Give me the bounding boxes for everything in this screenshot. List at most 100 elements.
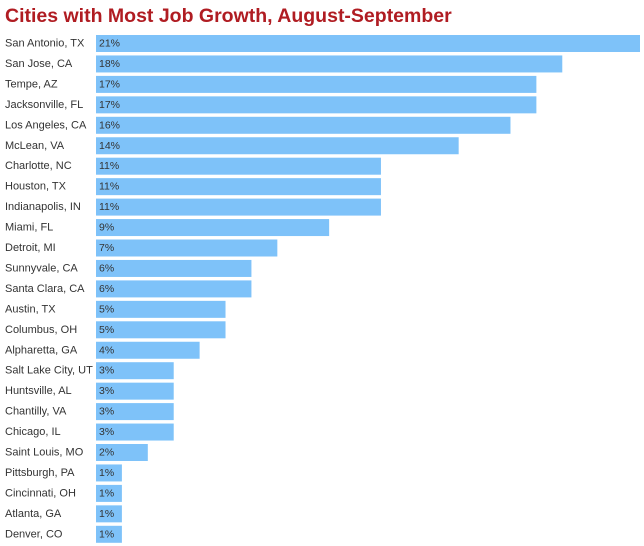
bar-row: Jacksonville, FL 17%: [5, 96, 537, 114]
category-label: San Jose, CA: [5, 58, 73, 70]
bar-row: Saint Louis, MO 2%: [5, 444, 148, 461]
category-label: Chicago, IL: [5, 426, 61, 438]
bar-row: Charlotte, NC 11%: [5, 157, 381, 175]
value-label: 3%: [99, 426, 114, 438]
bar-row: Alpharetta, GA 4%: [5, 341, 200, 359]
bar-row: Huntsville, AL 3%: [5, 382, 174, 400]
bar-row: Sunnyvale, CA 6%: [5, 259, 252, 277]
bar-row: Pittsburgh, PA 1%: [5, 464, 122, 482]
bar-row: Detroit, MI 7%: [5, 239, 278, 257]
value-label: 17%: [99, 99, 120, 111]
bar: [96, 280, 252, 298]
bar: [96, 382, 174, 400]
bar: [96, 198, 381, 216]
category-label: Tempe, AZ: [5, 78, 58, 90]
category-label: Indianapolis, IN: [5, 201, 81, 213]
bar-row: Denver, CO 1%: [5, 525, 122, 543]
category-label: Detroit, MI: [5, 242, 56, 254]
bar-row: San Jose, CA 18%: [5, 55, 563, 73]
value-label: 7%: [99, 242, 114, 254]
category-label: McLean, VA: [5, 140, 65, 152]
bar-row: Los Angeles, CA 16%: [5, 116, 511, 134]
bar-row: Austin, TX 5%: [5, 300, 226, 318]
bar-row: Cincinnati, OH 1%: [5, 484, 122, 502]
bar-row: Tempe, AZ 17%: [5, 75, 537, 93]
value-label: 3%: [99, 406, 114, 418]
value-label: 17%: [99, 78, 120, 90]
value-label: 1%: [99, 508, 114, 520]
value-label: 16%: [99, 119, 120, 131]
value-label: 14%: [99, 140, 120, 152]
category-label: San Antonio, TX: [5, 38, 85, 50]
chart-title: Cities with Most Job Growth, August-Sept…: [5, 5, 452, 27]
category-label: Los Angeles, CA: [5, 119, 87, 131]
category-label: Denver, CO: [5, 528, 63, 540]
bar: [96, 239, 278, 257]
bar: [96, 464, 122, 482]
bar: [96, 423, 174, 441]
value-label: 5%: [99, 303, 114, 315]
category-label: Atlanta, GA: [5, 508, 62, 520]
value-label: 4%: [99, 344, 114, 356]
value-label: 1%: [99, 487, 114, 499]
bar-row: San Antonio, TX 21%: [5, 35, 640, 52]
category-label: Miami, FL: [5, 222, 53, 234]
value-label: 21%: [99, 38, 120, 50]
category-label: Santa Clara, CA: [5, 283, 85, 295]
bar-row: Columbus, OH 5%: [5, 321, 226, 339]
bar: [96, 403, 174, 421]
bar: [96, 35, 640, 52]
value-label: 2%: [99, 447, 114, 459]
category-label: Jacksonville, FL: [5, 99, 83, 111]
bar-row: Miami, FL 9%: [5, 219, 330, 237]
bar: [96, 362, 174, 380]
category-label: Pittsburgh, PA: [5, 467, 75, 479]
category-label: Alpharetta, GA: [5, 344, 78, 356]
category-label: Houston, TX: [5, 181, 67, 193]
bar: [96, 178, 381, 196]
value-label: 6%: [99, 262, 114, 274]
bar: [96, 341, 200, 359]
bar: [96, 300, 226, 318]
category-label: Cincinnati, OH: [5, 487, 76, 499]
bar-row: Atlanta, GA 1%: [5, 505, 122, 523]
value-label: 1%: [99, 467, 114, 479]
bar: [96, 116, 511, 134]
category-label: Saint Louis, MO: [5, 447, 84, 459]
bar: [96, 505, 122, 523]
category-label: Sunnyvale, CA: [5, 262, 78, 274]
category-label: Salt Lake City, UT: [5, 365, 93, 377]
value-label: 11%: [99, 181, 119, 193]
bar: [96, 96, 537, 114]
bar: [96, 55, 563, 73]
bar: [96, 75, 537, 93]
bar-row: Chicago, IL 3%: [5, 423, 174, 441]
category-label: Austin, TX: [5, 303, 56, 315]
bar-row: Indianapolis, IN 11%: [5, 198, 381, 216]
bar-row: Chantilly, VA 3%: [5, 403, 174, 421]
bar: [96, 137, 459, 155]
value-label: 9%: [99, 222, 114, 234]
bar: [96, 525, 122, 543]
value-label: 1%: [99, 528, 114, 540]
bar-row: McLean, VA 14%: [5, 137, 459, 155]
value-label: 3%: [99, 385, 114, 397]
value-label: 5%: [99, 324, 114, 336]
bar: [96, 219, 330, 237]
category-label: Huntsville, AL: [5, 385, 72, 397]
value-label: 18%: [99, 58, 120, 70]
category-label: Charlotte, NC: [5, 160, 72, 172]
category-label: Columbus, OH: [5, 324, 77, 336]
bar: [96, 444, 148, 461]
value-label: 11%: [99, 201, 119, 213]
bar: [96, 259, 252, 277]
value-label: 6%: [99, 283, 114, 295]
value-label: 3%: [99, 365, 114, 377]
value-label: 11%: [99, 160, 119, 172]
bar: [96, 321, 226, 339]
bar-row: Houston, TX 11%: [5, 178, 381, 196]
bar-row: Salt Lake City, UT 3%: [5, 362, 174, 380]
bar: [96, 484, 122, 502]
category-label: Chantilly, VA: [5, 406, 67, 418]
